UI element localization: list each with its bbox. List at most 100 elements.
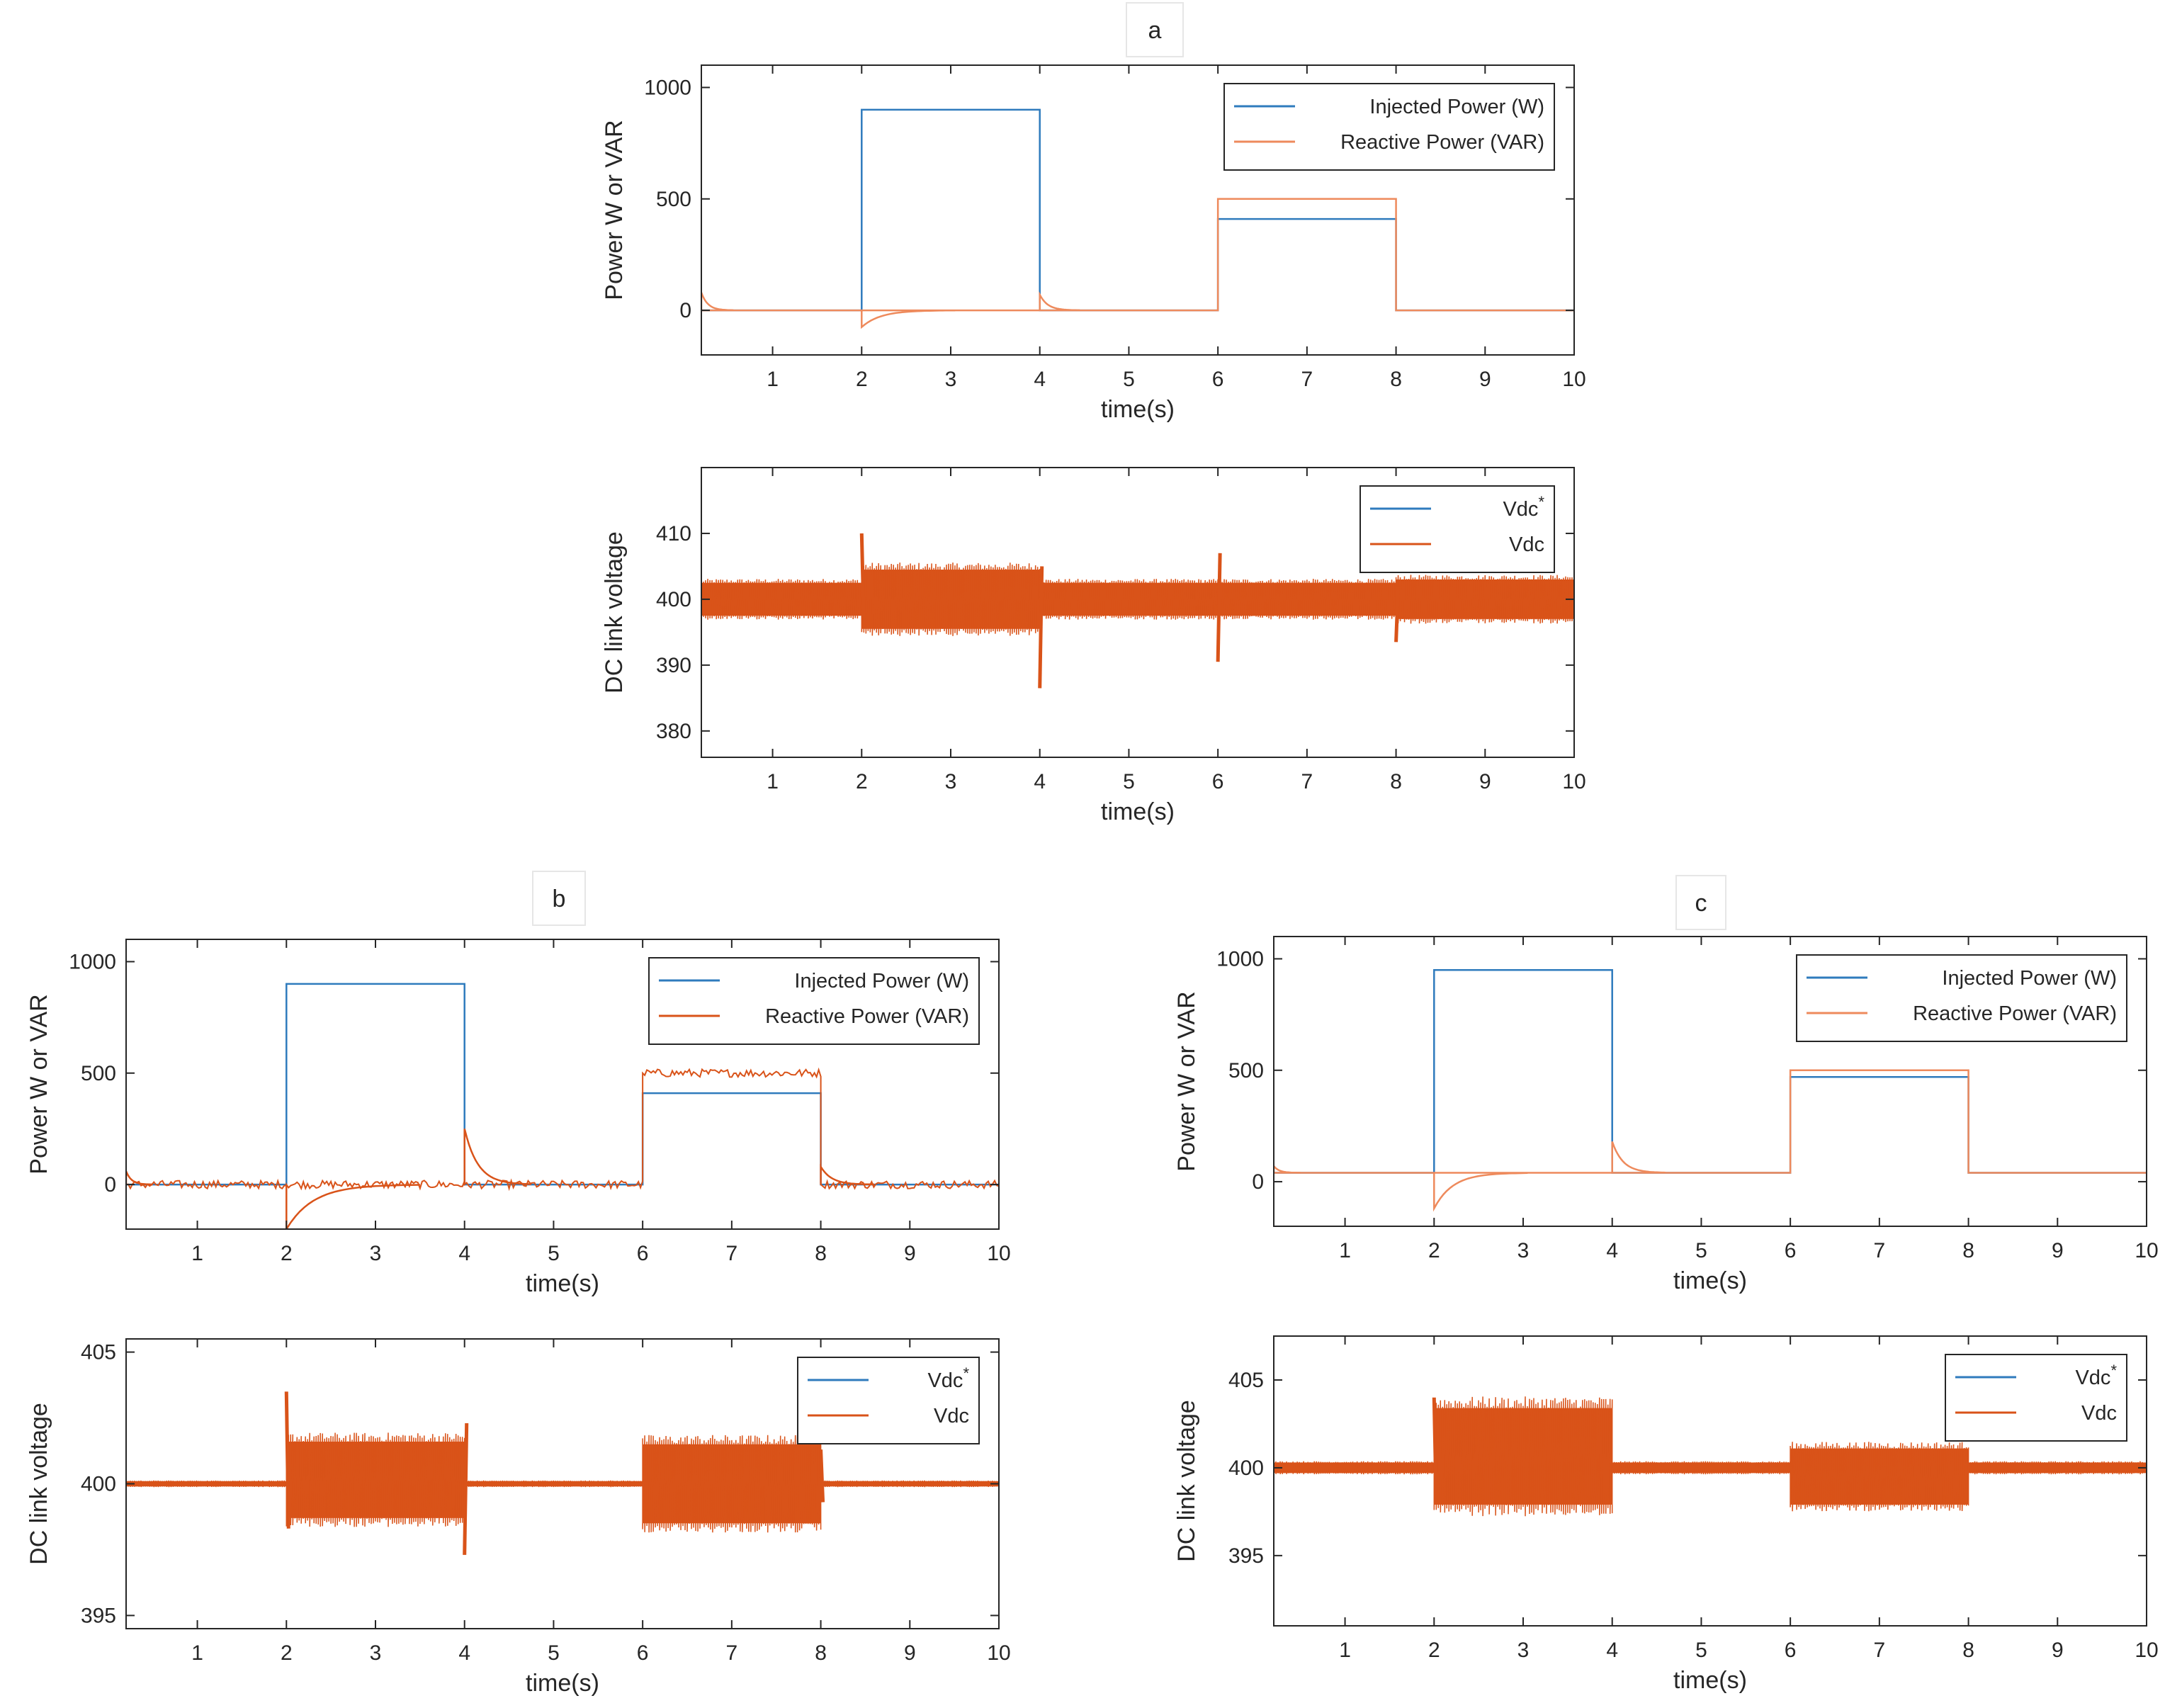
series-layer — [701, 533, 1574, 689]
ripple-noise — [286, 1432, 465, 1527]
chart-c-voltage: 1 2 3 4 5 6 7 8 9 10 395 400 405 time(s) DC link volta… — [1173, 1335, 2159, 1694]
x-tick-label: 7 — [1301, 368, 1313, 391]
y-tick-label: 395 — [1228, 1544, 1264, 1568]
x-tick-label: 9 — [1479, 770, 1491, 793]
panel-label-a: a — [1148, 17, 1162, 44]
series-layer — [1274, 968, 2147, 1212]
legend-label: Vdc — [2081, 1402, 2117, 1425]
legend-label: Reactive Power (VAR) — [1340, 131, 1544, 154]
axes-frame — [125, 939, 1000, 1230]
chart-c-power: 1 2 3 4 5 6 7 8 9 10 0 500 1000 time(s) Power W or VAR… — [1173, 936, 2159, 1294]
transient-spike — [1611, 1141, 1666, 1174]
x-tick-label: 3 — [370, 1641, 382, 1665]
ripple-noise — [642, 1435, 822, 1533]
y-tick-label: 500 — [656, 188, 691, 211]
x-tick-label: 10 — [1562, 770, 1585, 793]
transient-spike — [861, 309, 956, 329]
y-tick-label: 1000 — [1216, 947, 1264, 971]
y-tick-label: 400 — [656, 588, 691, 611]
ripple-noise — [126, 1480, 288, 1488]
legend-label: Vdc* — [2075, 1362, 2117, 1389]
transient-spike — [1433, 1172, 1528, 1212]
y-tick-label: 0 — [1252, 1170, 1264, 1194]
x-axis-label: time(s) — [526, 1670, 599, 1697]
y-axis-label: Power W or VAR — [26, 994, 52, 1174]
y-tick-label: 1000 — [644, 76, 691, 99]
ripple-noise — [1217, 579, 1397, 620]
series-reactive-power-var — [126, 1067, 999, 1229]
legend: Injected Power (W) Reactive Power (VAR) — [648, 957, 980, 1045]
legend-label: Injected Power (W) — [1369, 96, 1544, 118]
axes-frame — [701, 467, 1575, 758]
x-tick-label: 9 — [904, 1641, 916, 1665]
legend-box — [797, 1357, 980, 1444]
chart-a-power: 1 2 3 4 5 6 7 8 9 10 0 500 1000 time(s) Power W or VAR… — [601, 64, 1586, 423]
ripple-noise — [1967, 1461, 2147, 1475]
legend: Injected Power (W) Reactive Power (VAR) — [1796, 954, 2127, 1042]
series-reactive-power-var — [701, 198, 1574, 329]
x-tick-label: 6 — [1785, 1239, 1797, 1262]
x-tick-label: 8 — [1390, 770, 1402, 793]
x-tick-label: 4 — [1034, 368, 1046, 391]
x-tick-label: 3 — [1517, 1639, 1530, 1662]
legend-label: Vdc* — [1503, 493, 1544, 521]
x-tick-label: 7 — [1301, 770, 1313, 793]
x-axis-label: time(s) — [526, 1270, 599, 1297]
y-tick-label: 390 — [656, 654, 691, 677]
y-tick-label: 500 — [1228, 1059, 1264, 1082]
legend-entry: Vdc* — [1955, 1362, 2117, 1389]
x-axis-label: time(s) — [1673, 1267, 1747, 1294]
y-axis-label: DC link voltage — [601, 531, 628, 694]
x-tick-label: 9 — [2052, 1639, 2064, 1662]
legend-entry: Vdc — [1370, 533, 1544, 556]
legend-entry: Reactive Power (VAR) — [1807, 1002, 2117, 1025]
ripple-noise — [1611, 1461, 1791, 1475]
x-tick-label: 6 — [637, 1242, 649, 1265]
x-tick-label: 10 — [987, 1242, 1010, 1265]
legend: Vdc* Vdc — [797, 1357, 980, 1444]
voltage-spike — [1038, 566, 1044, 689]
legend: Vdc* Vdc — [1359, 485, 1555, 573]
panel-label-b: b — [553, 886, 566, 912]
legend-label: Reactive Power (VAR) — [1913, 1002, 2117, 1025]
series-layer — [1274, 1396, 2147, 1517]
panel-label-c: c — [1695, 890, 1707, 917]
x-tick-label: 6 — [1212, 368, 1224, 391]
x-axis-label: time(s) — [1101, 396, 1175, 423]
series-vdc — [701, 533, 1574, 689]
transient-spike — [286, 1184, 420, 1229]
ripple-noise — [1433, 1396, 1613, 1517]
legend-label: Vdc — [934, 1405, 969, 1427]
chart-b-voltage: 1 2 3 4 5 6 7 8 9 10 395 400 405 time(s) DC link volta… — [26, 1338, 1011, 1697]
legend: Injected Power (W) Reactive Power (VAR) — [1223, 83, 1555, 171]
legend-label: Vdc — [1509, 533, 1544, 556]
y-tick-label: 400 — [1228, 1457, 1264, 1480]
x-tick-label: 7 — [726, 1641, 738, 1665]
legend-label: Injected Power (W) — [1942, 967, 2117, 990]
x-tick-label: 4 — [458, 1641, 470, 1665]
axes-frame — [701, 64, 1575, 356]
x-tick-label: 3 — [945, 770, 957, 793]
legend-label: Injected Power (W) — [794, 970, 969, 992]
ripple-noise — [861, 562, 1041, 636]
x-tick-label: 7 — [1874, 1639, 1886, 1662]
series-vdc — [126, 1391, 999, 1555]
x-tick-label: 1 — [767, 368, 779, 391]
legend-entry: Injected Power (W) — [1234, 96, 1544, 118]
legend-box — [1359, 485, 1555, 573]
legend-entry: Vdc — [808, 1405, 969, 1427]
x-tick-label: 1 — [1339, 1239, 1351, 1262]
y-tick-label: 0 — [104, 1173, 116, 1197]
x-axis-label: time(s) — [1673, 1667, 1747, 1694]
x-tick-label: 1 — [191, 1641, 203, 1665]
transient-spike — [463, 1129, 531, 1185]
x-tick-label: 10 — [2135, 1639, 2158, 1662]
series-layer — [126, 983, 999, 1229]
ripple-noise — [1395, 575, 1574, 624]
x-tick-label: 9 — [1479, 368, 1491, 391]
x-tick-label: 5 — [548, 1242, 560, 1265]
legend-box — [1223, 83, 1555, 171]
ripple-noise — [1039, 579, 1219, 620]
y-tick-label: 410 — [656, 522, 691, 545]
y-tick-label: 0 — [679, 299, 691, 322]
